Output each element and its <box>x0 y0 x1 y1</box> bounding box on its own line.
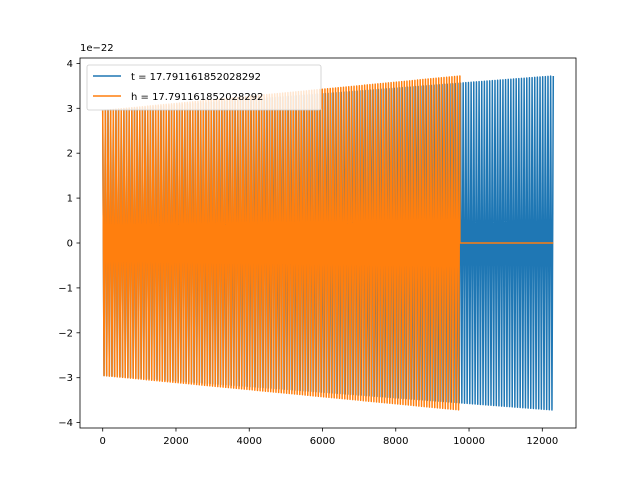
y-axis: −4 −3 −2 −1 0 1 2 3 4 <box>58 59 80 429</box>
y-tick-label: 1 <box>67 194 73 205</box>
y-tick-label: 4 <box>67 59 73 70</box>
y-tick-label: 2 <box>67 149 73 160</box>
x-tick-label: 8000 <box>383 436 408 447</box>
y-tick-label: 0 <box>67 239 73 250</box>
x-tick-label: 6000 <box>310 436 335 447</box>
legend: t = 17.791161852028292 h = 17.79116185202… <box>86 64 322 111</box>
x-tick-label: 10000 <box>453 436 485 447</box>
y-tick-label: −4 <box>58 418 73 429</box>
legend-label-2: h = 17.791161852028292 <box>131 92 263 103</box>
y-tick-label: −3 <box>58 373 73 384</box>
x-axis: 0 2000 4000 6000 8000 10000 12000 <box>100 428 558 447</box>
legend-box <box>86 64 322 111</box>
y-offset-label: 1e−22 <box>80 43 114 54</box>
x-tick-label: 0 <box>100 436 106 447</box>
y-tick-label: −1 <box>58 283 73 294</box>
x-tick-label: 12000 <box>526 436 558 447</box>
x-tick-label: 2000 <box>163 436 188 447</box>
y-tick-label: 3 <box>67 104 73 115</box>
legend-label-1: t = 17.791161852028292 <box>131 72 261 83</box>
x-tick-label: 4000 <box>237 436 262 447</box>
y-tick-label: −2 <box>58 328 73 339</box>
